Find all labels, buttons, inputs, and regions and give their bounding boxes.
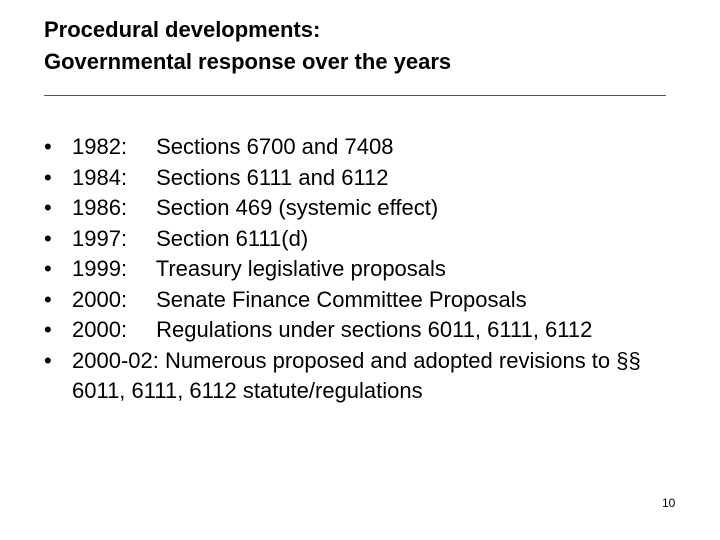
- title-line: Governmental response over the years: [44, 49, 452, 74]
- page-number: 10: [662, 496, 676, 510]
- bullet-text: Senate Finance Committee Proposals: [156, 286, 527, 312]
- bullet-item: 2000: Regulations under sections 6011, 6…: [44, 315, 669, 346]
- bullet-item: 1984: Sections 6111 and 6112: [44, 163, 669, 194]
- bullet-year: 1986:: [72, 195, 128, 220]
- bullet-year: 1997:: [72, 225, 128, 251]
- bullet-year: 1984:: [72, 164, 128, 190]
- bullet-text: Section 6111(d): [156, 225, 309, 251]
- bullet-text: Numerous proposed and adopted revisions …: [72, 347, 641, 404]
- bullet-text: Treasury legislative proposals: [155, 256, 446, 281]
- bullet-text: Regulations under sections 6011, 6111, 6…: [156, 317, 593, 342]
- title-line: Procedural developments:: [44, 17, 321, 42]
- title-rule: [44, 95, 666, 96]
- bullet-year: 1999:: [72, 256, 128, 281]
- bullet-item: 1997: Section 6111(d): [44, 224, 669, 255]
- bullet-year: 2000:: [72, 317, 128, 342]
- bullet-item: 1986: Section 469 (systemic effect): [44, 193, 669, 224]
- bullet-text: Section 469 (systemic effect): [156, 195, 439, 220]
- bullet-year: 1982:: [72, 134, 128, 159]
- bullet-item: 1999: Treasury legislative proposals: [44, 254, 669, 285]
- slide-title: Procedural developments: Governmental re…: [44, 14, 451, 78]
- bullet-text: Sections 6700 and 7408: [156, 134, 394, 159]
- bullet-item: 2000: Senate Finance Committee Proposals: [44, 285, 669, 316]
- bullet-text: Sections 6111 and 6112: [156, 164, 389, 190]
- bullet-list: 1982: Sections 6700 and 74081984: Sectio…: [44, 132, 669, 407]
- bullet-item: 2000-02: Numerous proposed and adopted r…: [44, 346, 669, 407]
- bullet-item: 1982: Sections 6700 and 7408: [44, 132, 669, 163]
- bullet-year: 2000-02:: [72, 347, 159, 373]
- bullet-year: 2000:: [72, 286, 128, 312]
